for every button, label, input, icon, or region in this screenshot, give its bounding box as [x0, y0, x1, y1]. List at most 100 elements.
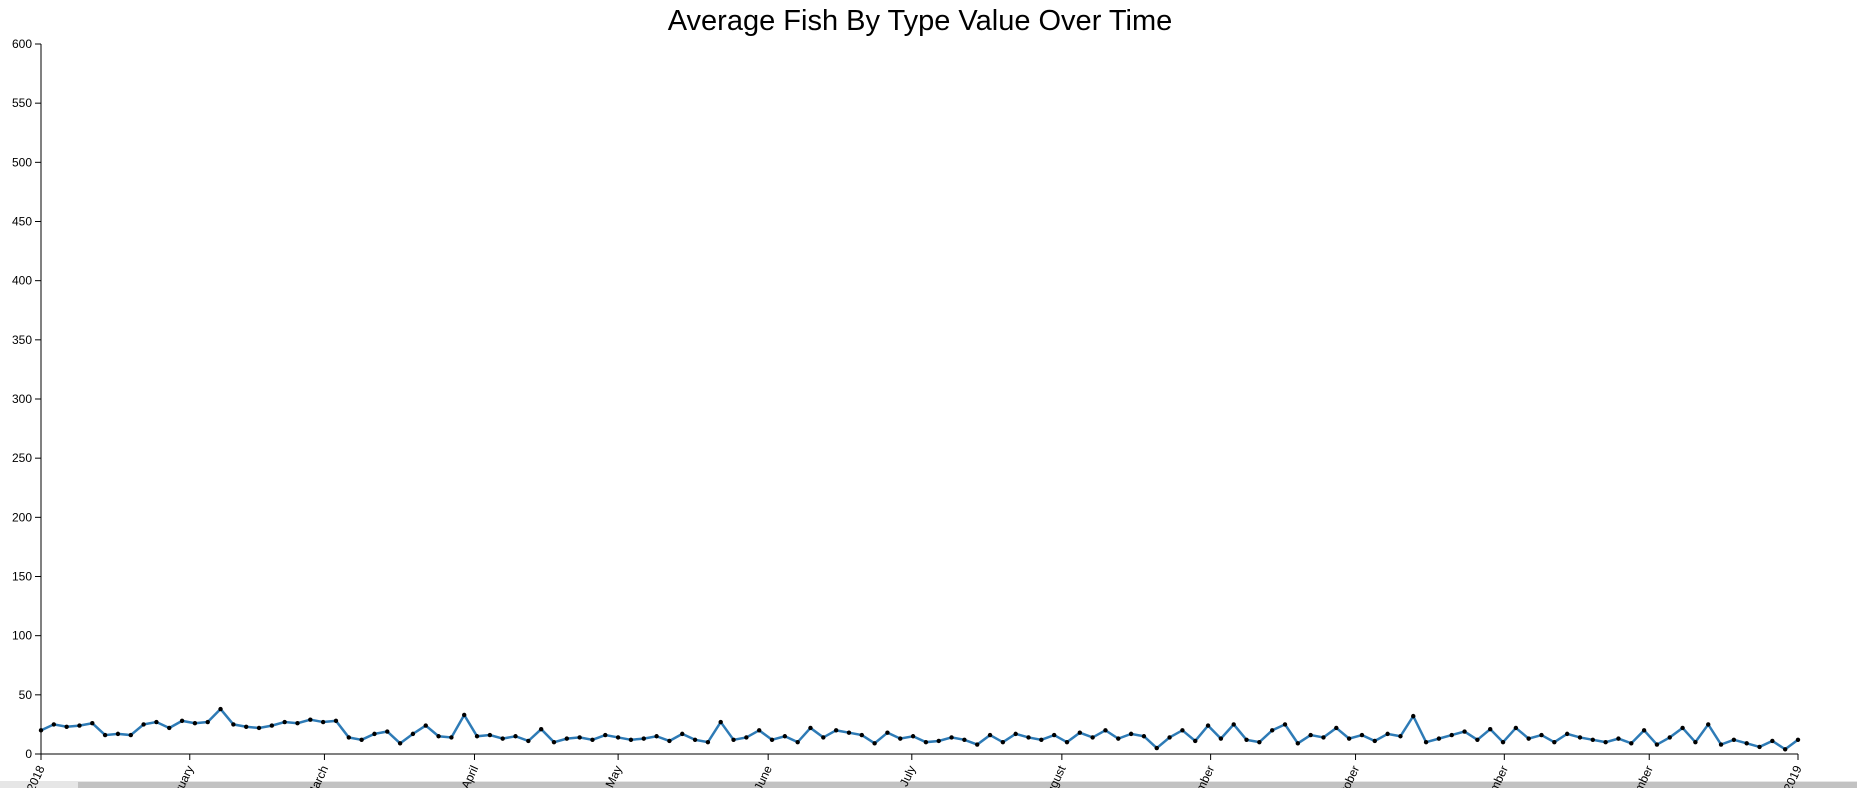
point	[1385, 731, 1390, 737]
point	[346, 735, 351, 740]
point	[987, 732, 993, 738]
point	[975, 742, 980, 747]
point	[744, 735, 749, 740]
point	[141, 722, 146, 727]
point	[1257, 739, 1262, 745]
point	[282, 719, 287, 725]
point	[821, 735, 826, 740]
scrollbar-thumb[interactable]	[78, 782, 1857, 788]
point	[436, 734, 441, 739]
line	[40, 707, 1799, 751]
y-tick-label: 600	[12, 37, 32, 51]
point	[1577, 735, 1583, 740]
point	[1590, 737, 1596, 742]
point	[167, 725, 172, 731]
point	[410, 731, 416, 737]
point	[1167, 735, 1172, 740]
point	[1308, 732, 1313, 738]
point	[1077, 730, 1083, 735]
y-tick-label: 450	[12, 215, 32, 229]
point	[1475, 737, 1480, 742]
point	[1231, 722, 1236, 727]
point	[320, 719, 326, 725]
point	[1731, 737, 1737, 742]
point	[231, 722, 236, 727]
point	[1282, 722, 1288, 727]
point	[692, 737, 698, 742]
point	[218, 706, 223, 712]
point	[51, 722, 57, 727]
point	[1039, 737, 1044, 742]
point	[1244, 737, 1249, 742]
point	[179, 718, 185, 724]
point	[680, 731, 685, 737]
point	[718, 719, 723, 725]
y-tick-label: 250	[12, 451, 32, 465]
point	[1654, 742, 1660, 747]
point	[962, 737, 967, 742]
y-tick-label: 500	[12, 155, 32, 169]
point	[705, 739, 711, 745]
point	[192, 721, 198, 726]
point	[1782, 747, 1788, 752]
point	[102, 732, 108, 738]
point	[1013, 731, 1018, 737]
point	[77, 723, 82, 728]
y-tick-label: 300	[12, 392, 32, 406]
point	[295, 721, 300, 726]
point	[846, 730, 852, 735]
point	[1744, 741, 1749, 746]
y-tick-label: 0	[25, 747, 32, 761]
point	[1449, 732, 1454, 738]
point	[731, 737, 736, 742]
point	[243, 724, 249, 729]
point	[1757, 744, 1762, 750]
point	[205, 719, 210, 725]
y-tick-label: 350	[12, 333, 32, 347]
point	[500, 736, 505, 741]
y-tick-label: 100	[12, 629, 32, 643]
point	[1667, 735, 1672, 740]
point	[1334, 725, 1339, 731]
point	[590, 737, 595, 742]
chart-title: Average Fish By Type Value Over Time	[668, 5, 1173, 37]
point	[1436, 736, 1442, 741]
point	[1128, 731, 1134, 737]
point	[872, 741, 877, 746]
point	[564, 736, 570, 741]
point	[1552, 739, 1557, 745]
point	[654, 734, 659, 739]
point	[551, 739, 557, 745]
point	[1603, 739, 1608, 745]
point	[1629, 741, 1634, 746]
point	[538, 726, 544, 732]
point	[1488, 726, 1493, 732]
point	[1423, 739, 1429, 745]
point	[1090, 735, 1095, 740]
point	[1000, 739, 1006, 745]
point	[1205, 723, 1211, 728]
point	[1718, 742, 1724, 747]
point	[1193, 738, 1198, 744]
point	[487, 732, 493, 738]
point	[1321, 735, 1326, 740]
point	[1706, 722, 1711, 727]
point	[128, 732, 133, 738]
point	[1564, 731, 1570, 737]
point	[923, 739, 929, 745]
y-tick-label: 200	[12, 510, 32, 524]
point	[782, 734, 788, 739]
point	[1346, 736, 1352, 741]
point	[154, 719, 159, 725]
point	[64, 724, 69, 729]
point	[667, 738, 672, 744]
point	[397, 741, 403, 746]
point	[1154, 745, 1159, 751]
point	[1539, 732, 1544, 738]
point	[833, 728, 839, 733]
point	[1269, 728, 1275, 733]
point	[308, 717, 313, 722]
point	[38, 728, 44, 733]
